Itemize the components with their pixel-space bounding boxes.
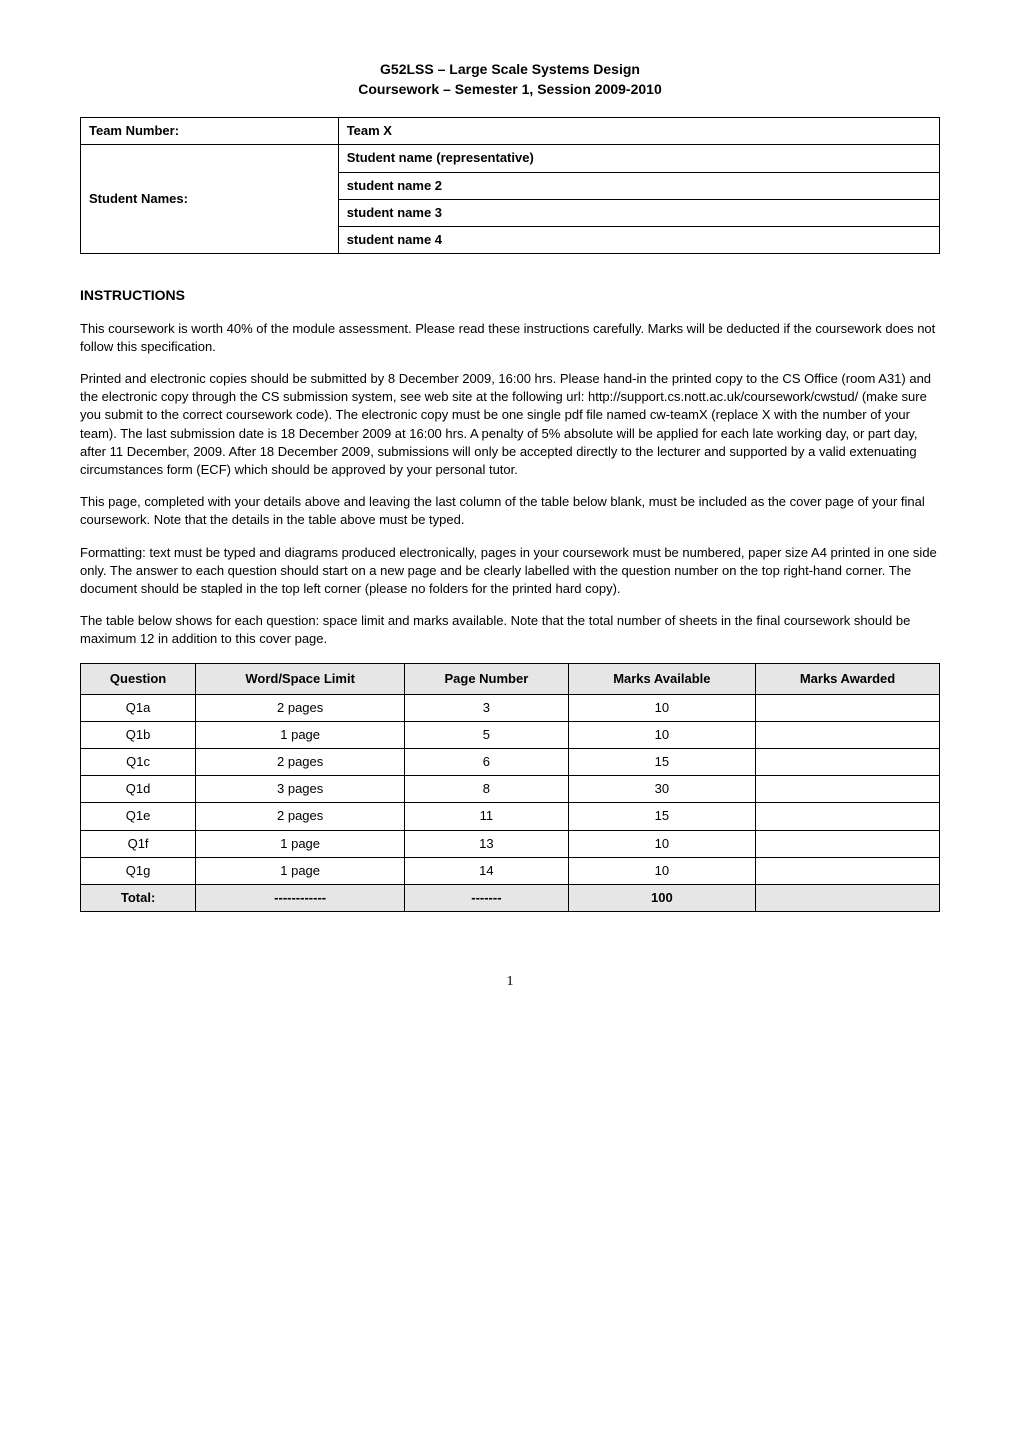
info-table: Team Number: Team X Student Names: Stude… — [80, 117, 940, 254]
marks-cell: 15 — [568, 749, 755, 776]
marks-row: Q1a 2 pages 3 10 — [81, 694, 940, 721]
marks-tbody: Q1a 2 pages 3 10 Q1b 1 page 5 10 Q1c 2 p… — [81, 694, 940, 912]
marks-cell: 1 page — [196, 830, 405, 857]
marks-cell: 8 — [405, 776, 569, 803]
marks-total-cell — [756, 885, 940, 912]
marks-row: Q1g 1 page 14 10 — [81, 857, 940, 884]
paragraph-2: This page, completed with your details a… — [80, 493, 940, 529]
marks-header-row: Question Word/Space Limit Page Number Ma… — [81, 663, 940, 694]
marks-cell: 14 — [405, 857, 569, 884]
marks-cell: 6 — [405, 749, 569, 776]
team-number-row: Team Number: Team X — [81, 118, 940, 145]
marks-header-3: Marks Available — [568, 663, 755, 694]
marks-header-4: Marks Awarded — [756, 663, 940, 694]
instructions-heading: INSTRUCTIONS — [80, 286, 940, 306]
marks-cell — [756, 857, 940, 884]
marks-row: Q1c 2 pages 6 15 — [81, 749, 940, 776]
page-number: 1 — [80, 972, 940, 992]
marks-cell: 3 pages — [196, 776, 405, 803]
marks-cell: 13 — [405, 830, 569, 857]
marks-header-1: Word/Space Limit — [196, 663, 405, 694]
marks-cell: Q1a — [81, 694, 196, 721]
marks-cell — [756, 694, 940, 721]
student-name-3: student name 4 — [338, 226, 939, 253]
paragraph-4: The table below shows for each question:… — [80, 612, 940, 648]
marks-row: Q1f 1 page 13 10 — [81, 830, 940, 857]
marks-cell: 10 — [568, 857, 755, 884]
marks-header-2: Page Number — [405, 663, 569, 694]
marks-header-0: Question — [81, 663, 196, 694]
paragraph-1: Printed and electronic copies should be … — [80, 370, 940, 479]
marks-cell: 30 — [568, 776, 755, 803]
paragraph-0: This coursework is worth 40% of the modu… — [80, 320, 940, 356]
marks-total-cell: ------------ — [196, 885, 405, 912]
student-names-label: Student Names: — [81, 145, 339, 254]
marks-cell: 3 — [405, 694, 569, 721]
marks-cell: Q1g — [81, 857, 196, 884]
marks-cell: 10 — [568, 694, 755, 721]
marks-cell: Q1d — [81, 776, 196, 803]
marks-cell: 1 page — [196, 857, 405, 884]
marks-cell: 11 — [405, 803, 569, 830]
marks-total-row: Total: ------------ ------- 100 — [81, 885, 940, 912]
student-name-0: Student name (representative) — [338, 145, 939, 172]
team-number-value: Team X — [338, 118, 939, 145]
marks-cell: Q1e — [81, 803, 196, 830]
marks-cell: 1 page — [196, 721, 405, 748]
marks-row: Q1d 3 pages 8 30 — [81, 776, 940, 803]
student-name-1: student name 2 — [338, 172, 939, 199]
marks-cell — [756, 721, 940, 748]
marks-row: Q1e 2 pages 11 15 — [81, 803, 940, 830]
marks-cell: 10 — [568, 721, 755, 748]
marks-cell: 2 pages — [196, 803, 405, 830]
student-name-2: student name 3 — [338, 199, 939, 226]
marks-cell: 10 — [568, 830, 755, 857]
marks-cell: 2 pages — [196, 694, 405, 721]
marks-cell — [756, 776, 940, 803]
team-number-label: Team Number: — [81, 118, 339, 145]
marks-cell — [756, 749, 940, 776]
marks-cell: Q1f — [81, 830, 196, 857]
title-line-2: Coursework – Semester 1, Session 2009-20… — [80, 80, 940, 100]
title-line-1: G52LSS – Large Scale Systems Design — [80, 60, 940, 80]
marks-cell: 5 — [405, 721, 569, 748]
marks-cell — [756, 803, 940, 830]
marks-total-cell: 100 — [568, 885, 755, 912]
marks-table: Question Word/Space Limit Page Number Ma… — [80, 663, 940, 913]
marks-cell — [756, 830, 940, 857]
marks-cell: Q1c — [81, 749, 196, 776]
marks-cell: Q1b — [81, 721, 196, 748]
marks-row: Q1b 1 page 5 10 — [81, 721, 940, 748]
paragraph-3: Formatting: text must be typed and diagr… — [80, 544, 940, 599]
marks-total-cell: Total: — [81, 885, 196, 912]
marks-cell: 15 — [568, 803, 755, 830]
marks-total-cell: ------- — [405, 885, 569, 912]
title-block: G52LSS – Large Scale Systems Design Cour… — [80, 60, 940, 99]
marks-cell: 2 pages — [196, 749, 405, 776]
student-row-0: Student Names: Student name (representat… — [81, 145, 940, 172]
